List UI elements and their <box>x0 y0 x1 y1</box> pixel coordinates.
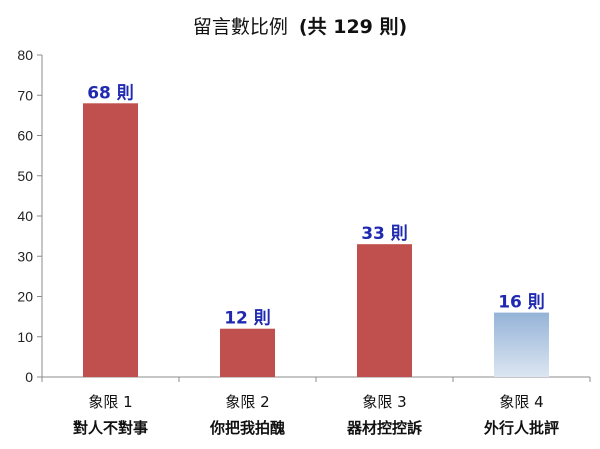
y-tick-label: 40 <box>17 208 33 224</box>
category-label-q2: 象限 2 <box>225 393 269 411</box>
bar-q2 <box>220 328 275 377</box>
y-tick-label: 70 <box>17 87 33 103</box>
data-label-q1: 68 則 <box>87 83 134 103</box>
y-axis: 0 10 20 30 40 50 60 70 80 <box>17 47 43 385</box>
y-tick-label: 0 <box>25 369 33 385</box>
x-axis <box>41 376 591 382</box>
category-sublabel-q4: 外行人批評 <box>483 419 559 437</box>
data-label-q4: 16 則 <box>498 293 545 313</box>
chart-title-suffix: (共 129 則) <box>299 16 407 38</box>
y-tick-label: 80 <box>17 47 33 63</box>
chart-title-main: 留言數比例 <box>193 16 288 38</box>
category-sublabel-q2: 你把我拍醜 <box>209 419 285 437</box>
data-labels: 68 則 12 則 33 則 16 則 <box>87 83 545 328</box>
chart-title: 留言數比例 (共 129 則) <box>193 16 407 38</box>
category-label-q4: 象限 4 <box>499 393 543 411</box>
y-tick-label: 10 <box>17 329 33 345</box>
category-label-q3: 象限 3 <box>362 393 406 411</box>
bar-series <box>83 103 549 378</box>
data-label-q3: 33 則 <box>361 224 408 244</box>
bar-q4 <box>494 312 549 377</box>
y-tick-label: 60 <box>17 128 33 144</box>
data-label-q2: 12 則 <box>224 309 271 329</box>
bar-q1 <box>83 103 138 378</box>
y-tick-label: 30 <box>17 248 33 264</box>
category-labels: 象限 1 對人不對事 象限 2 你把我拍醜 象限 3 器材控控訴 象限 4 外行人批評 <box>73 393 559 437</box>
bar-q3 <box>357 244 412 377</box>
y-tick-label: 20 <box>17 289 33 305</box>
category-sublabel-q3: 器材控控訴 <box>346 419 422 437</box>
y-tick-label: 50 <box>17 168 33 184</box>
category-label-q1: 象限 1 <box>88 393 132 411</box>
category-sublabel-q1: 對人不對事 <box>73 419 148 437</box>
